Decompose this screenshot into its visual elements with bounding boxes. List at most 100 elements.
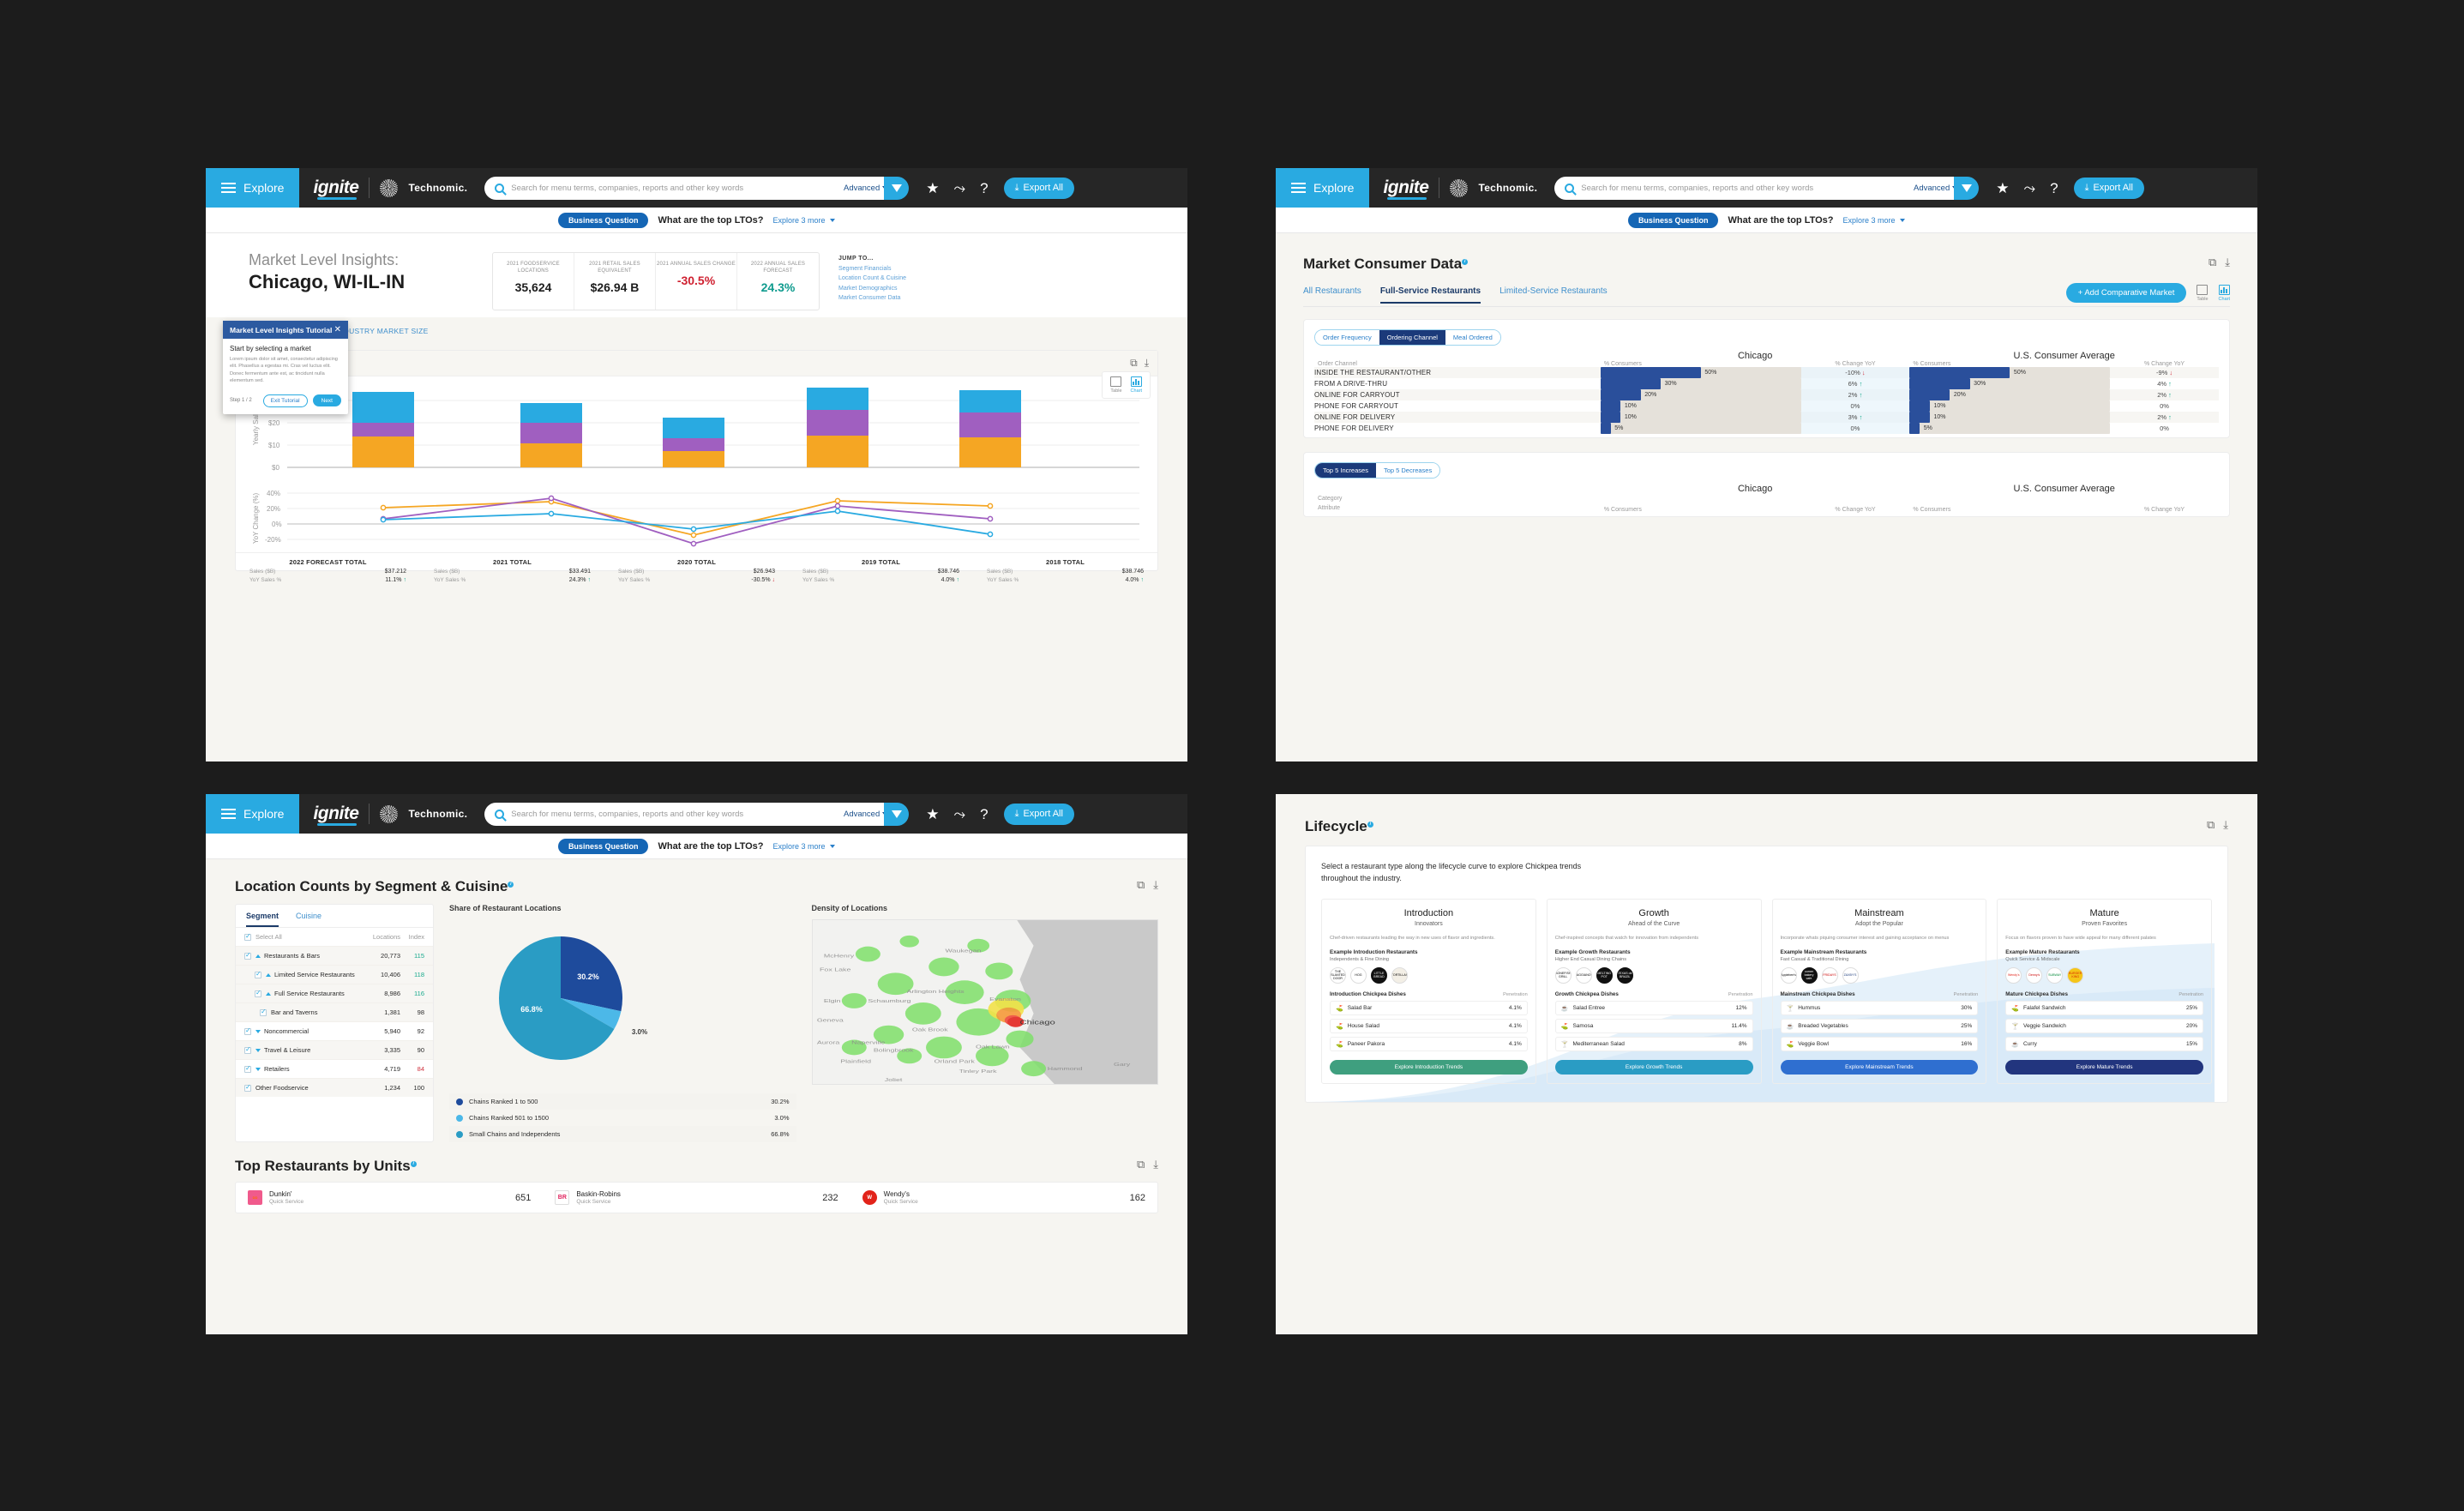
tab-full-service-restaurants[interactable]: Full-Service Restaurants: [1379, 286, 1481, 304]
table-row[interactable]: INSIDE THE RESTAURANT/OTHER 50% -10% ↓ 5…: [1314, 367, 2219, 378]
dish-row[interactable]: ⛳ Falafel Sandwich 25%: [2005, 1001, 2203, 1016]
top-movers-segment-control[interactable]: Top 5 Increases Top 5 Decreases: [1314, 462, 1441, 479]
download-icon[interactable]: ⤓: [1153, 878, 1158, 891]
dish-row[interactable]: ☕ Curry 15%: [2005, 1037, 2203, 1052]
dish-row[interactable]: ☕ Salad Entree 12%: [1554, 1001, 1753, 1016]
jump-link-market-consumer-data[interactable]: Market Consumer Data: [838, 295, 901, 301]
download-icon[interactable]: ⤓: [2223, 818, 2228, 831]
download-icon[interactable]: ⤓: [2225, 256, 2230, 268]
table-row[interactable]: PHONE FOR DELIVERY 5% 0% 5% 0%: [1314, 423, 2169, 434]
favorites-star-icon[interactable]: ★: [926, 805, 940, 822]
checkbox-select-all[interactable]: [244, 932, 251, 941]
help-icon[interactable]: ?: [980, 805, 989, 822]
checkbox[interactable]: [244, 1083, 251, 1092]
checkbox[interactable]: [244, 1045, 251, 1054]
exit-tutorial-button[interactable]: Exit Tutorial: [262, 394, 308, 407]
search-input[interactable]: Search for menu terms, companies, report…: [511, 183, 744, 193]
table-row[interactable]: ONLINE FOR DELIVERY 10% 3% ↑ 10% 2% ↑: [1314, 412, 2219, 423]
info-icon[interactable]: i: [410, 1161, 417, 1168]
segment-top-5-decreases[interactable]: Top 5 Decreases: [1375, 463, 1440, 478]
table-row[interactable]: ONLINE FOR CARRYOUT 20% 2% ↑ 20% 2% ↑: [1314, 389, 2219, 400]
dish-row[interactable]: 🍸 Hummus 30%: [1780, 1001, 1979, 1016]
jump-link-segment-financials[interactable]: Segment Financials: [838, 265, 892, 272]
lifecycle-stage-growth[interactable]: Growth Ahead of the Curve Chef-inspired …: [1546, 898, 1762, 1085]
checkbox[interactable]: [244, 951, 251, 960]
industry-market-size-link[interactable]: INDUSTRY MARKET SIZE: [335, 327, 429, 335]
legend-item[interactable]: Chains Ranked 1 to 500 30.2%: [449, 1093, 796, 1110]
table-row[interactable]: PHONE FOR CARRYOUT 10% 0% 10% 0%: [1314, 400, 2169, 412]
dish-row[interactable]: ⛳ Paneer Pakora 4.1%: [1330, 1037, 1528, 1052]
explore-more-link[interactable]: Explore 3 more: [773, 842, 836, 851]
tab-cuisine[interactable]: Cuisine: [296, 912, 322, 920]
copy-icon[interactable]: ⧉: [1136, 878, 1145, 891]
search-bar[interactable]: Search for menu terms, companies, report…: [484, 176, 897, 200]
copy-icon[interactable]: ⧉: [2208, 256, 2217, 268]
search-input[interactable]: Search for menu terms, companies, report…: [511, 809, 744, 819]
jump-link-location-count[interactable]: Location Count & Cuisine: [838, 275, 906, 281]
download-icon[interactable]: ⤓: [1153, 1158, 1158, 1171]
help-icon[interactable]: ?: [980, 179, 989, 196]
lifecycle-stage-introduction[interactable]: Introduction Innovators Chef-driven rest…: [1321, 898, 1536, 1085]
copy-icon[interactable]: ⧉: [1130, 357, 1138, 369]
share-icon[interactable]: ⤳: [2023, 179, 2036, 196]
filter-button[interactable]: [1954, 176, 1980, 200]
tab-all-restaurants[interactable]: All Restaurants: [1303, 286, 1361, 296]
explore-mature-trends-button[interactable]: Explore Mature Trends: [2005, 1060, 2203, 1075]
table-row[interactable]: FROM A DRIVE-THRU 30% 6% ↑ 30% 4% ↑: [1314, 378, 2172, 389]
explore-mainstream-trends-button[interactable]: Explore Mainstream Trends: [1780, 1060, 1979, 1075]
share-icon[interactable]: ⤳: [953, 805, 966, 822]
explore-menu-button[interactable]: Explore: [1276, 168, 1370, 208]
lifecycle-stage-mainstream[interactable]: Mainstream Adopt the Popular Incorporate…: [1771, 898, 1987, 1085]
toggle-table[interactable]: Table: [1110, 376, 1122, 394]
favorites-star-icon[interactable]: ★: [926, 179, 940, 196]
checkbox[interactable]: [244, 1026, 251, 1035]
filter-button[interactable]: [884, 802, 910, 826]
list-item[interactable]: Restaurants & Bars 20,773 115: [236, 946, 433, 965]
list-item[interactable]: BR Baskin-Robins Quick Service 232: [543, 1183, 850, 1213]
favorites-star-icon[interactable]: ★: [1996, 179, 2010, 196]
checkbox[interactable]: [260, 1008, 267, 1016]
export-all-button[interactable]: ⤓ Export All: [2073, 177, 2144, 199]
explore-menu-button[interactable]: Explore: [206, 794, 300, 834]
metric-segment-control[interactable]: Order Frequency Ordering Channel Meal Or…: [1314, 329, 1501, 346]
checkbox[interactable]: [255, 989, 261, 997]
tab-segment[interactable]: Segment: [246, 912, 279, 927]
dish-row[interactable]: ⛳ Samosa 11.4%: [1554, 1019, 1753, 1034]
select-all-row[interactable]: Select All Locations Index: [236, 928, 433, 946]
explore-growth-trends-button[interactable]: Explore Growth Trends: [1554, 1060, 1753, 1075]
lifecycle-stage-mature[interactable]: Mature Proven Favorites Focus on flavors…: [1997, 898, 2212, 1085]
download-icon[interactable]: ⤓: [1144, 357, 1149, 369]
list-item[interactable]: Full Service Restaurants 8,986 116: [236, 984, 433, 1002]
search-input[interactable]: Search for menu terms, companies, report…: [1581, 183, 1814, 193]
search-bar[interactable]: Search for menu terms, companies, report…: [484, 802, 897, 826]
explore-more-link[interactable]: Explore 3 more: [773, 216, 836, 225]
list-item[interactable]: DD Dunkin' Quick Service 651: [236, 1183, 543, 1213]
search-bar[interactable]: Search for menu terms, companies, report…: [1554, 176, 1967, 200]
dish-row[interactable]: 🍸 Mediterranean Salad 8%: [1554, 1037, 1753, 1052]
add-comparative-market-button[interactable]: + Add Comparative Market: [2065, 283, 2187, 303]
list-item[interactable]: Other Foodservice 1,234 100: [236, 1078, 433, 1097]
list-item[interactable]: Retailers 4,719 84: [236, 1059, 433, 1078]
segment-ordering-channel[interactable]: Ordering Channel: [1379, 330, 1445, 345]
list-item[interactable]: Noncommercial 5,940 92: [236, 1021, 433, 1040]
explore-more-link[interactable]: Explore 3 more: [1843, 216, 1906, 225]
explore-menu-button[interactable]: Explore: [206, 168, 300, 208]
info-icon[interactable]: i: [1367, 822, 1373, 828]
legend-item[interactable]: Small Chains and Independents 66.8%: [449, 1126, 796, 1142]
export-all-button[interactable]: ⤓ Export All: [1003, 177, 1074, 199]
filter-button[interactable]: [884, 176, 910, 200]
checkbox[interactable]: [244, 1064, 251, 1073]
help-icon[interactable]: ?: [2050, 179, 2058, 196]
list-item[interactable]: Bar and Taverns 1,381 98: [236, 1002, 433, 1021]
toggle-table[interactable]: Table: [2197, 284, 2209, 302]
jump-link-market-demographics[interactable]: Market Demographics: [838, 285, 898, 292]
close-icon[interactable]: ✕: [334, 325, 341, 334]
dish-row[interactable]: 🍸 Veggie Sandwich 20%: [2005, 1019, 2203, 1034]
segment-meal-ordered[interactable]: Meal Ordered: [1445, 330, 1500, 345]
checkbox[interactable]: [255, 970, 261, 978]
info-icon[interactable]: i: [508, 882, 514, 888]
tab-limited-service-restaurants[interactable]: Limited-Service Restaurants: [1499, 286, 1608, 296]
copy-icon[interactable]: ⧉: [1136, 1158, 1145, 1171]
legend-item[interactable]: Chains Ranked 501 to 1500 3.0%: [449, 1110, 796, 1126]
share-icon[interactable]: ⤳: [953, 179, 966, 196]
